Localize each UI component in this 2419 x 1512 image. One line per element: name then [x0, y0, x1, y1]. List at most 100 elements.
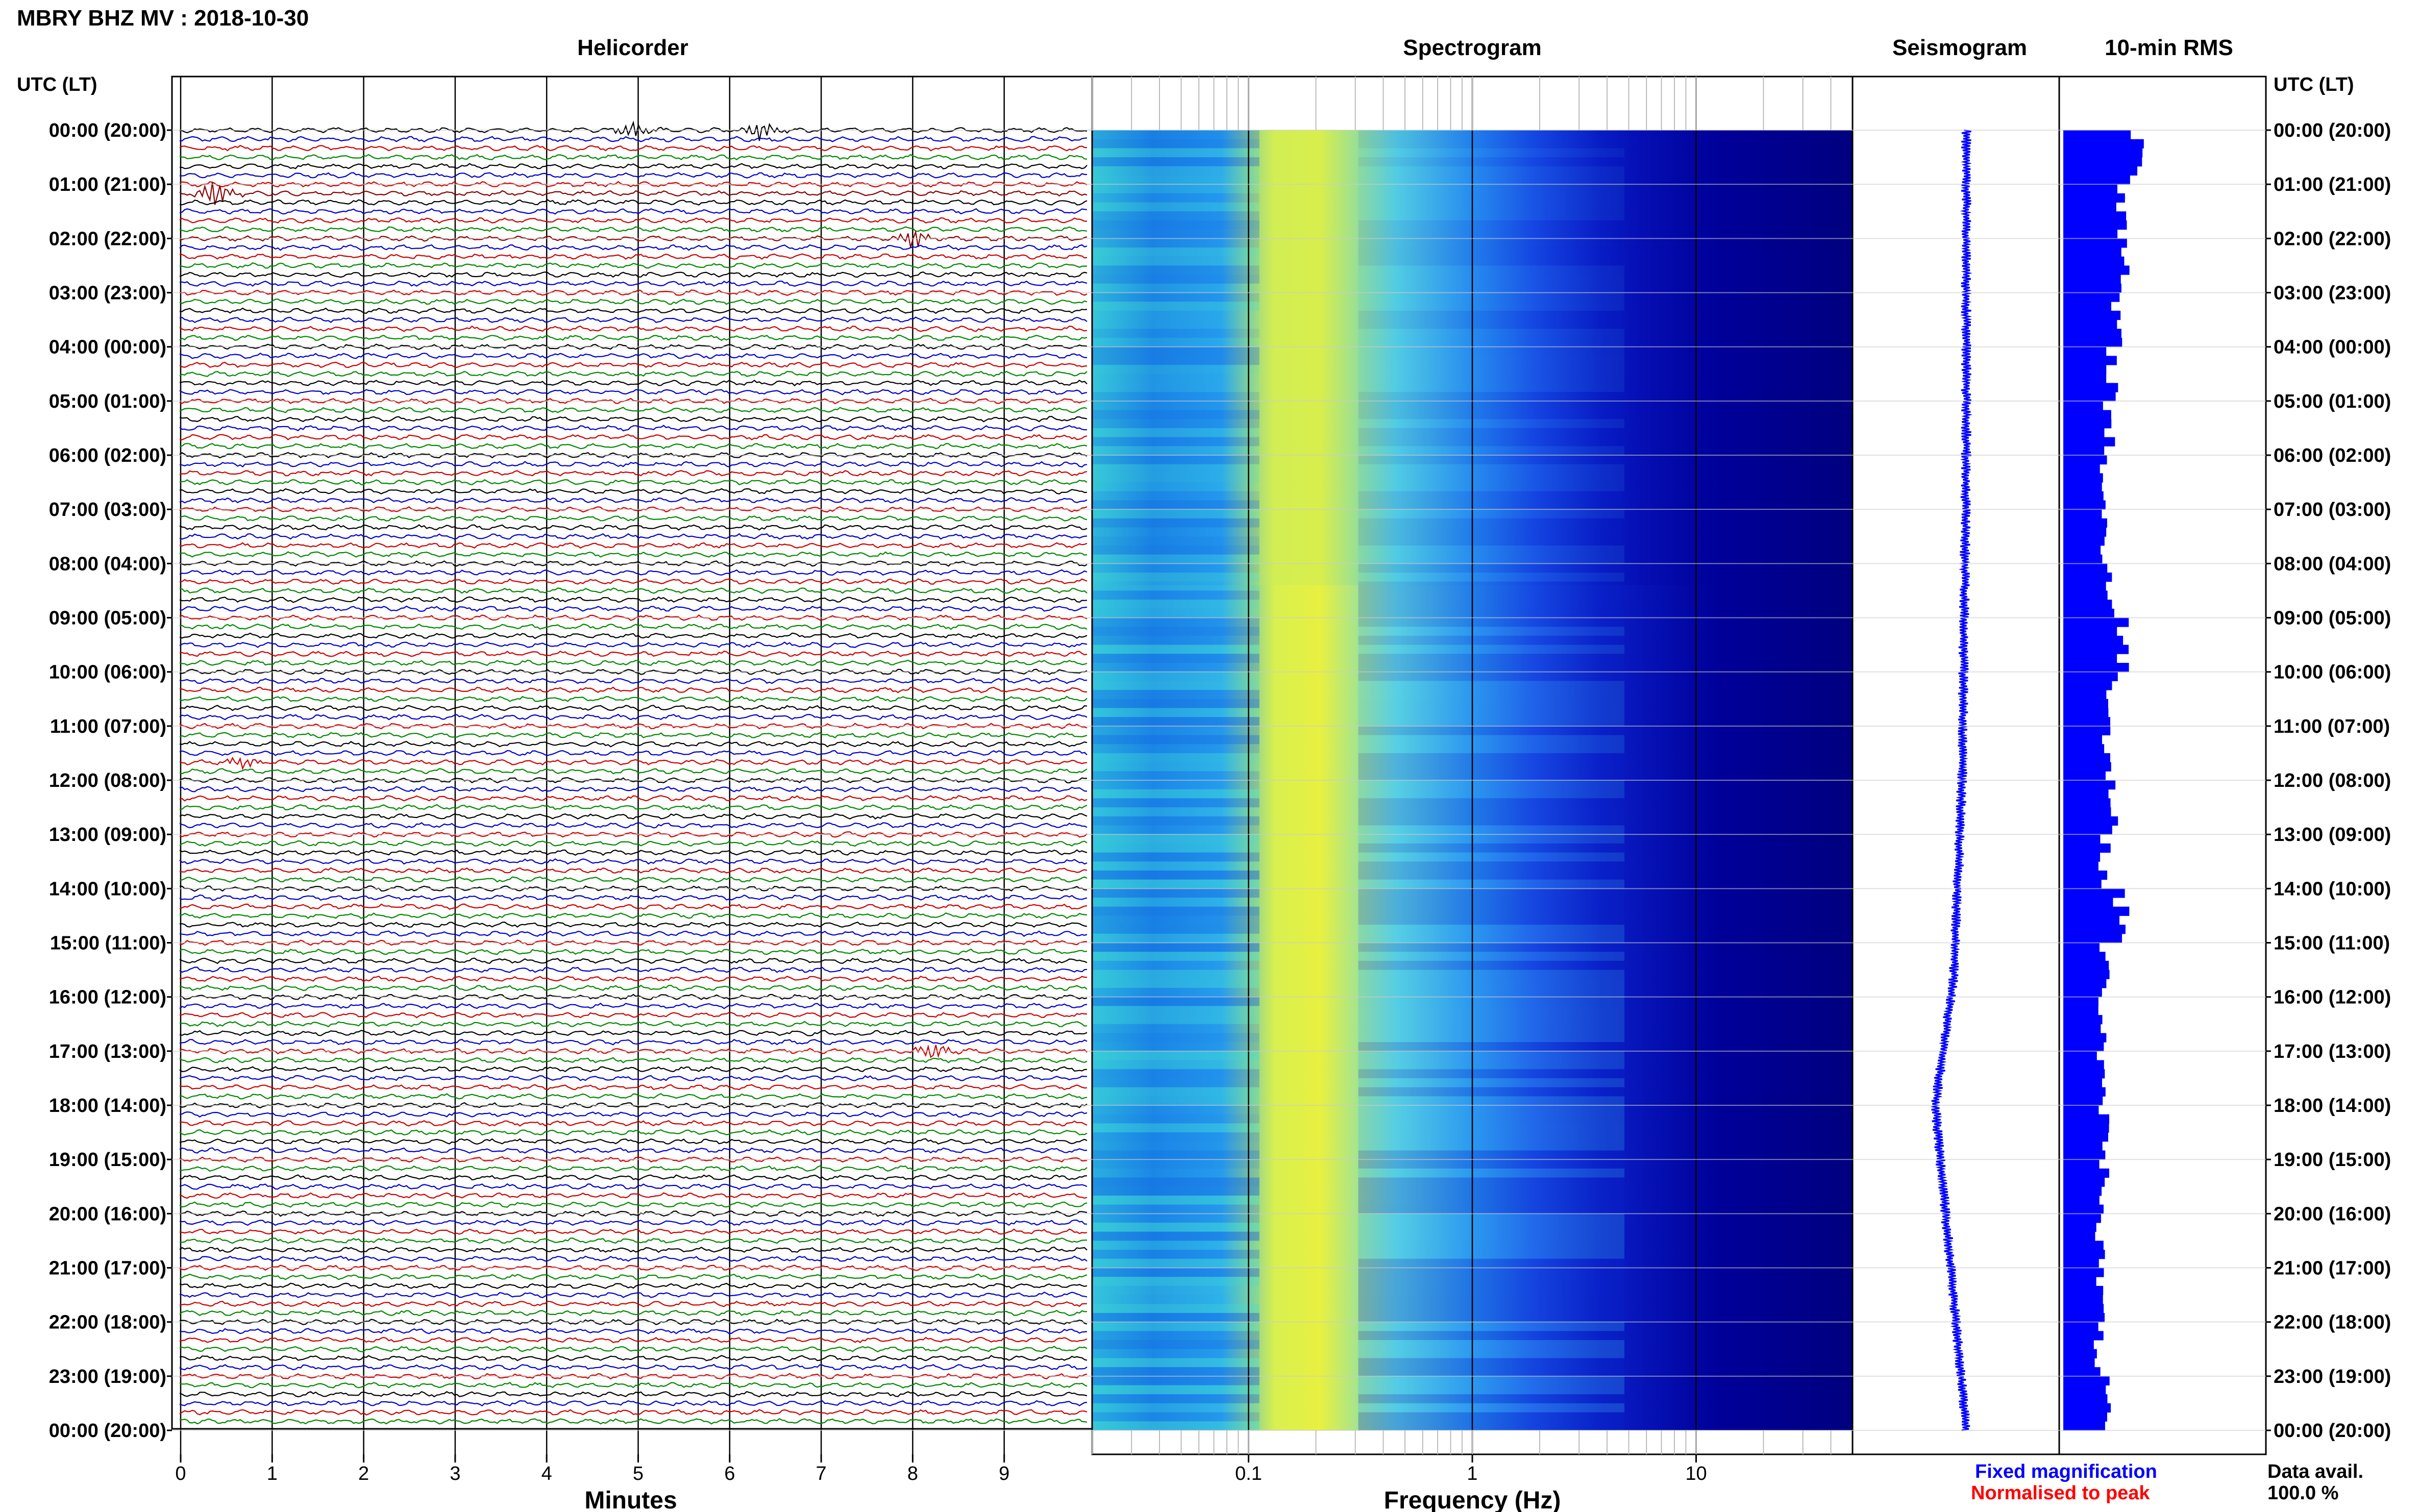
- rms-bar: [2063, 410, 2111, 419]
- rms-bar: [2063, 265, 2130, 275]
- spectrogram-row-high: [1358, 1285, 1624, 1295]
- rms-bar: [2063, 1349, 2097, 1358]
- spectrogram-row-high: [1358, 1141, 1624, 1151]
- rms-bar: [2063, 175, 2130, 185]
- spectrogram-row-high: [1358, 979, 1624, 988]
- rms-bar: [2063, 1258, 2099, 1268]
- hour-label-left: 08:00 (04:00): [49, 553, 166, 575]
- hour-label-left: 07:00 (03:00): [49, 499, 166, 520]
- rms-bar: [2063, 933, 2122, 943]
- rms-bar: [2063, 608, 2114, 618]
- spectrogram-row-high: [1358, 1114, 1624, 1124]
- spectrogram-row-high: [1358, 1277, 1624, 1286]
- helicorder-trace: [179, 994, 1088, 1000]
- spectrogram-row-low: [1092, 1394, 1260, 1403]
- spectrogram-row-high: [1358, 925, 1624, 934]
- spectrogram-row-high: [1358, 1258, 1624, 1268]
- helicorder-trace: [179, 1138, 1088, 1145]
- seismogram-panel: [1852, 76, 2060, 1455]
- helicorder-trace: [179, 1346, 1088, 1353]
- rms-bar: [2063, 798, 2111, 808]
- rms-bar: [2063, 220, 2127, 230]
- frequency-axis-label: Frequency (Hz): [1384, 1487, 1561, 1512]
- minute-tick-label: 5: [633, 1463, 644, 1484]
- rms-bar: [2063, 419, 2112, 429]
- helicorder-trace: [179, 740, 1088, 748]
- spectrogram-row-high: [1358, 1385, 1624, 1395]
- spectrogram-row-low: [1092, 1168, 1260, 1178]
- spectrogram-row-low: [1092, 1114, 1260, 1124]
- hour-label-right: 07:00 (03:00): [2274, 499, 2391, 520]
- hour-label-left: 22:00 (18:00): [49, 1312, 166, 1333]
- helicorder-trace: [179, 307, 1088, 314]
- spectrogram-row-low: [1092, 1051, 1260, 1060]
- spectrogram-row-low: [1092, 645, 1260, 654]
- hour-label-left: 13:00 (09:00): [49, 824, 166, 846]
- rms-bar: [2063, 1277, 2096, 1286]
- helicorder-trace: [179, 163, 1088, 170]
- spectrogram-row-low: [1092, 1403, 1260, 1412]
- helicorder-trace: [179, 1292, 1088, 1298]
- helicorder-trace: [179, 1183, 1088, 1190]
- helicorder-trace: [179, 542, 1088, 549]
- rms-bar: [2063, 1078, 2102, 1088]
- helicorder-trace: [179, 659, 1088, 666]
- helicorder-trace: [179, 975, 1088, 982]
- rms-bar: [2063, 717, 2111, 727]
- rms-bar: [2063, 852, 2101, 862]
- spectrogram-row-low: [1092, 816, 1260, 826]
- helicorder-trace: [179, 822, 1088, 829]
- hour-label-left: 12:00 (08:00): [49, 770, 166, 791]
- spectrogram-row-high: [1358, 699, 1624, 708]
- helicorder-trace: [179, 226, 1088, 233]
- helicorder-trace: [179, 587, 1088, 594]
- helicorder-trace: [179, 786, 1088, 792]
- rms-bar: [2063, 1141, 2103, 1151]
- rms-bar: [2063, 600, 2112, 609]
- hour-label-right: 21:00 (17:00): [2274, 1258, 2391, 1279]
- spectrogram-panel: [1091, 76, 1854, 1455]
- spectrogram-row-high: [1358, 1051, 1624, 1060]
- rms-bar: [2063, 979, 2107, 988]
- rms-bar: [2063, 1087, 2106, 1097]
- helicorder-trace: [179, 1210, 1088, 1217]
- spectrogram-row-high: [1358, 888, 1624, 898]
- rms-bar: [2063, 645, 2129, 654]
- spectrogram-row-low: [1092, 780, 1260, 789]
- hour-label-left: 20:00 (16:00): [49, 1203, 166, 1225]
- helicorder-trace: [179, 840, 1088, 847]
- spectrogram-row-low: [1092, 1060, 1260, 1070]
- hour-label-left: 17:00 (13:00): [49, 1041, 166, 1062]
- spectrogram-row-high: [1358, 970, 1624, 979]
- helicorder-trace: [179, 686, 1087, 693]
- helicorder-trace: [179, 461, 1088, 468]
- spectrogram-row-high: [1358, 870, 1624, 880]
- spectrogram-row-high: [1358, 1312, 1624, 1322]
- spectrogram-row-high: [1358, 1132, 1624, 1142]
- rms-bar: [2063, 554, 2103, 564]
- hour-label-right: 06:00 (02:00): [2274, 445, 2391, 466]
- seismogram-heading: Seismogram: [1892, 35, 2027, 60]
- rms-bar: [2063, 1304, 2104, 1313]
- spectrogram-row-high: [1358, 1340, 1624, 1349]
- rms-bar: [2063, 1412, 2107, 1422]
- rms-bar: [2063, 879, 2102, 889]
- helicorder-trace: [179, 930, 1088, 937]
- rms-bar: [2063, 690, 2107, 700]
- rms-bar: [2063, 1096, 2103, 1106]
- rms-bar: [2063, 1331, 2104, 1341]
- helicorder-trace: [179, 1084, 1088, 1090]
- spectrogram-row-low: [1092, 1385, 1260, 1395]
- rms-bar: [2063, 1177, 2105, 1187]
- spectrogram-row-low: [1092, 898, 1260, 907]
- rms-bar: [2063, 1295, 2103, 1304]
- spectrogram-row-low: [1092, 906, 1260, 916]
- rms-bar: [2063, 1403, 2111, 1413]
- minute-tick-label: 7: [816, 1463, 827, 1484]
- spectrogram-row-high: [1358, 753, 1624, 762]
- rms-bar: [2063, 455, 2107, 465]
- helicorder-trace: [179, 145, 1088, 152]
- helicorder-trace: [179, 199, 1088, 206]
- helicorder-trace: [179, 605, 1088, 612]
- rms-bar: [2063, 1051, 2097, 1061]
